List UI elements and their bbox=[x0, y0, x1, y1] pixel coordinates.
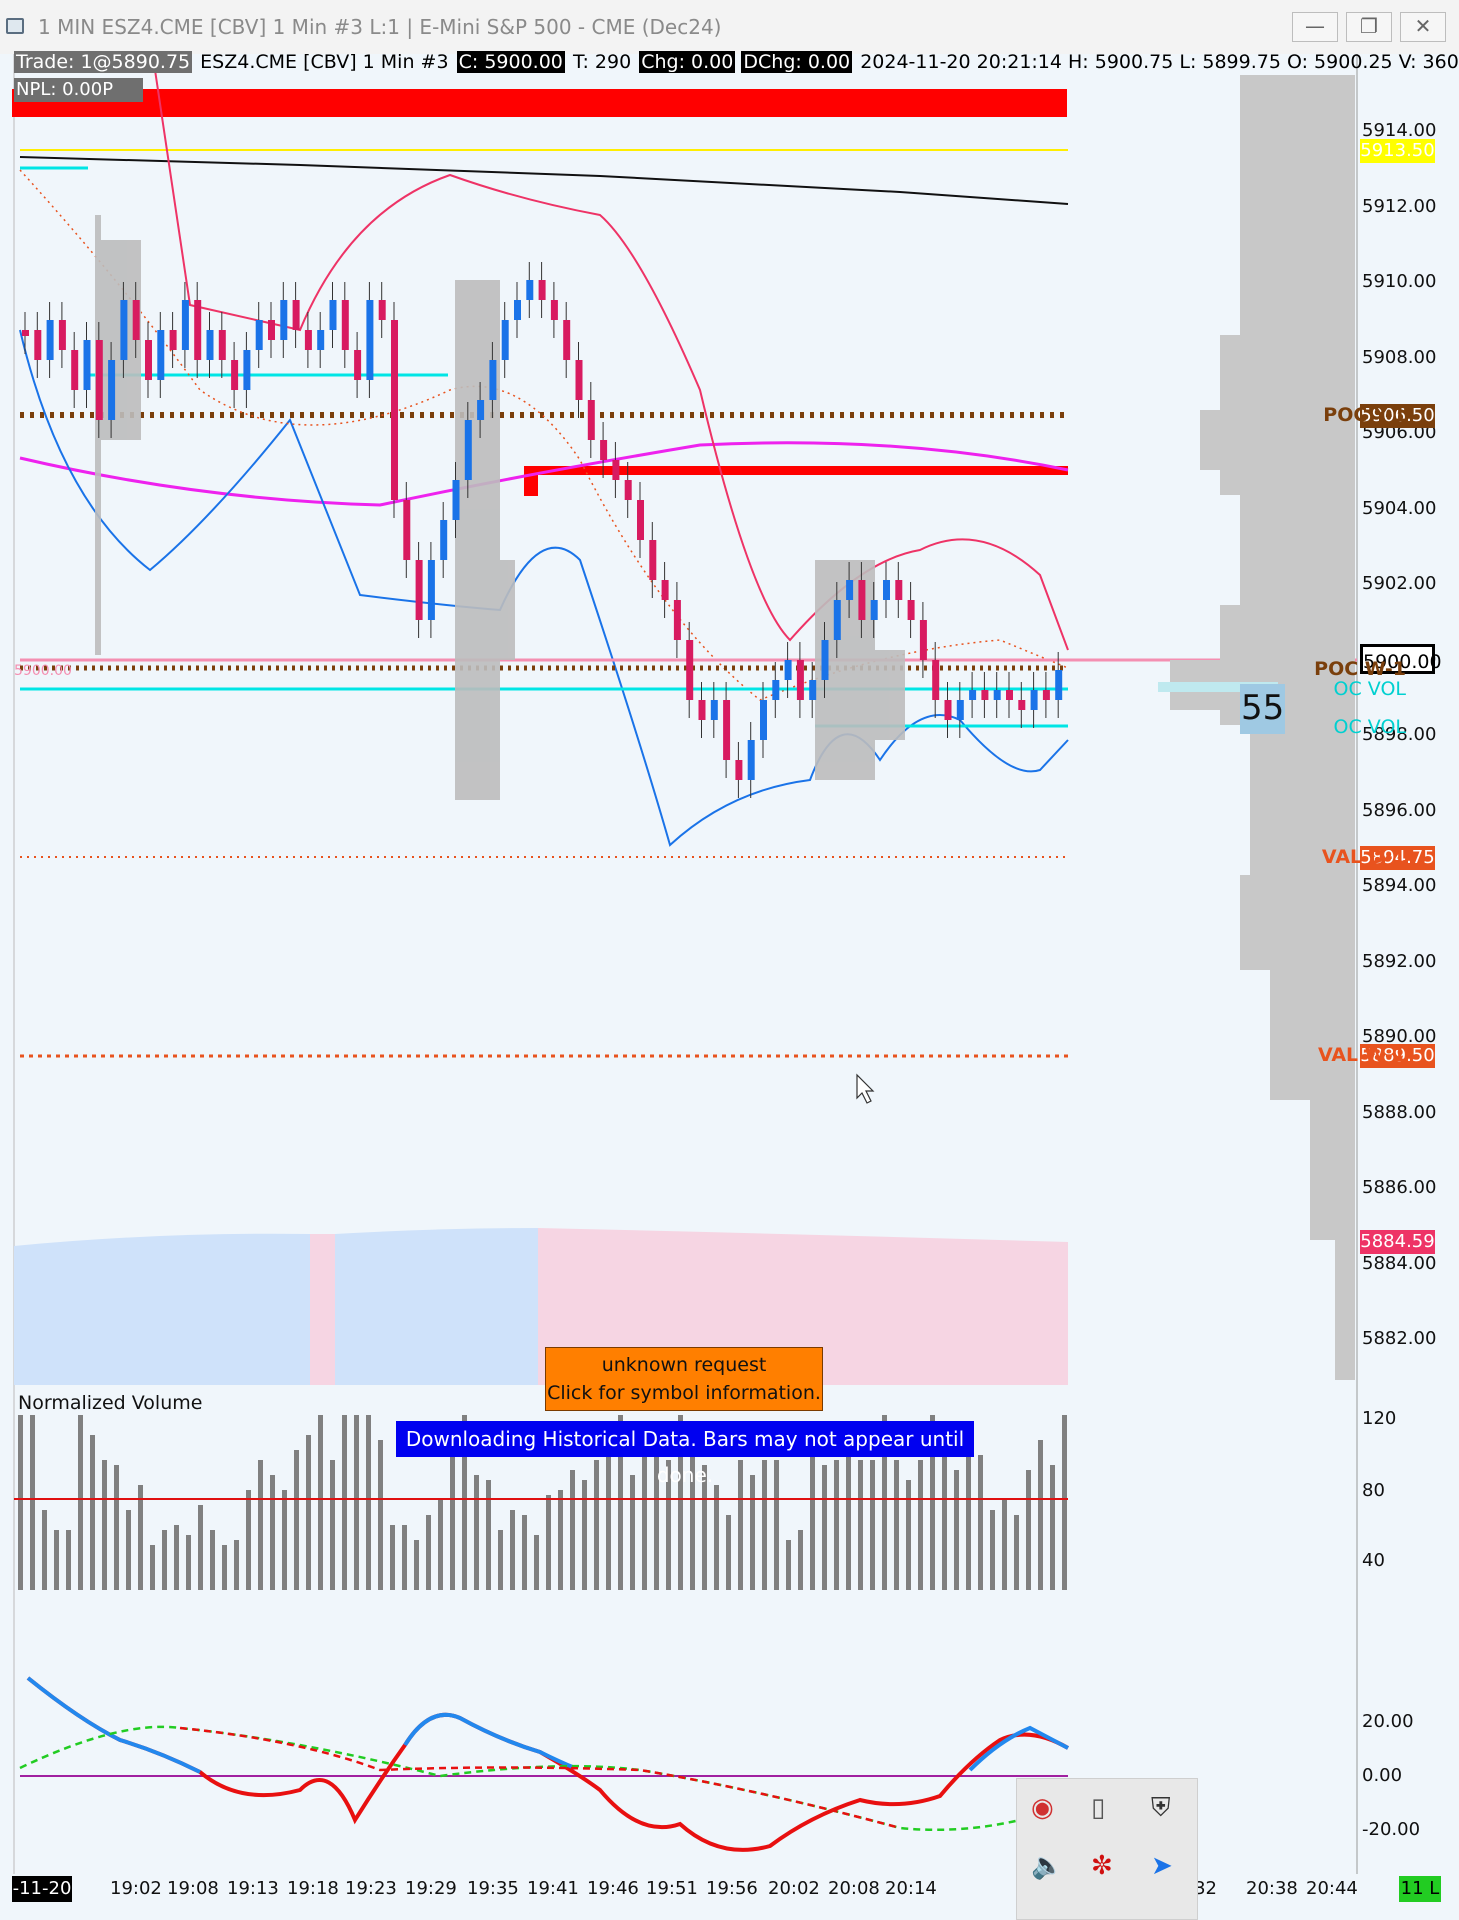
price-tag-val-d1: 5894.75 bbox=[1360, 846, 1435, 870]
time-label: 19:02 bbox=[110, 1878, 162, 1899]
chrome-icon[interactable]: ◉ bbox=[1031, 1793, 1054, 1823]
time-label: 20:44 bbox=[1306, 1878, 1358, 1899]
close-button[interactable]: ✕ bbox=[1400, 12, 1446, 42]
symbol-readout: ESZ4.CME [CBV] 1 Min #3 bbox=[200, 51, 449, 73]
price-tick: 5886.00 bbox=[1362, 1177, 1437, 1198]
price-tick: 5884.00 bbox=[1362, 1252, 1437, 1274]
price-tick: 5910.00 bbox=[1362, 271, 1437, 292]
download-status-banner: Downloading Historical Data. Bars may no… bbox=[396, 1421, 974, 1487]
time-label: 19:51 bbox=[646, 1878, 698, 1899]
close-readout: C: 5900.00 bbox=[456, 51, 565, 73]
price-tick: 5902.00 bbox=[1362, 573, 1437, 594]
usb-drive-icon[interactable]: ▯ bbox=[1091, 1793, 1106, 1823]
time-label: 20:14 bbox=[885, 1878, 937, 1899]
trade-readout: Trade: 1@5890.75 bbox=[14, 51, 193, 73]
time-label: 19:08 bbox=[167, 1878, 219, 1899]
ohlc-readout: 2024-11-20 20:21:14 H: 5900.75 L: 5899.7… bbox=[860, 51, 1459, 73]
trades-readout: T: 290 bbox=[572, 51, 632, 73]
time-axis[interactable] bbox=[0, 1874, 1459, 1920]
price-tick: 5892.00 bbox=[1362, 950, 1437, 972]
time-label: 20:02 bbox=[768, 1878, 820, 1899]
time-label: 19:29 bbox=[405, 1878, 457, 1899]
oscillator-tick-20: 20.00 bbox=[1362, 1711, 1414, 1732]
alert-line-1: unknown request bbox=[601, 1354, 767, 1376]
date-label: -11-20 bbox=[12, 1876, 72, 1902]
price-tick: 5894.00 bbox=[1362, 875, 1437, 896]
volume-tick-40: 40 bbox=[1362, 1550, 1385, 1571]
oscillator-tick-0: 0.00 bbox=[1362, 1765, 1403, 1786]
window-title-bar[interactable]: 1 MIN ESZ4.CME [CBV] 1 Min #3 L:1 | E-Mi… bbox=[0, 0, 1459, 55]
price-tick: 5904.00 bbox=[1362, 497, 1437, 519]
poc-vol-label-1: OC VOL bbox=[1333, 678, 1406, 700]
left-level-label: 5900.00 bbox=[14, 663, 72, 679]
chart-info-bar: Trade: 1@5890.75 ESZ4.CME [CBV] 1 Min #3… bbox=[14, 50, 1459, 75]
volume-tick-120: 120 bbox=[1362, 1408, 1397, 1429]
price-tick: 5896.00 bbox=[1362, 799, 1437, 821]
system-tray-overflow[interactable]: ◉ ▯ ⛨ 🔈 ✼ ➤ bbox=[1016, 1778, 1198, 1920]
daily-change-readout: DChg: 0.00 bbox=[741, 51, 853, 73]
connection-status-badge[interactable]: 11 L bbox=[1399, 1876, 1441, 1902]
oscillator-tick-minus20: -20.00 bbox=[1362, 1819, 1421, 1840]
change-readout: Chg: 0.00 bbox=[639, 51, 736, 73]
symbol-info-alert[interactable]: unknown request Click for symbol informa… bbox=[545, 1347, 823, 1411]
price-tick: 5898.00 bbox=[1362, 724, 1437, 745]
bing-icon[interactable]: ➤ bbox=[1151, 1851, 1173, 1881]
price-tick: 5908.00 bbox=[1362, 346, 1437, 368]
time-label: 19:56 bbox=[706, 1878, 758, 1899]
price-tag-val-w1: 5889.50 bbox=[1360, 1044, 1435, 1068]
network-app-icon[interactable]: ✼ bbox=[1091, 1851, 1113, 1881]
price-tick: 5882.00 bbox=[1362, 1328, 1437, 1349]
window-title: 1 MIN ESZ4.CME [CBV] 1 Min #3 L:1 | E-Mi… bbox=[38, 15, 722, 39]
speaker-icon[interactable]: 🔈 bbox=[1031, 1851, 1064, 1881]
time-label: 19:46 bbox=[587, 1878, 639, 1899]
security-shield-icon[interactable]: ⛨ bbox=[1151, 1793, 1171, 1823]
price-tag-pink: 5884.59 bbox=[1360, 1230, 1435, 1254]
time-label: 19:41 bbox=[527, 1878, 579, 1899]
counter-readout: 55 bbox=[1241, 688, 1285, 728]
time-label: 20:38 bbox=[1246, 1878, 1298, 1899]
time-label: 19:35 bbox=[467, 1878, 519, 1899]
restore-button[interactable]: ❐ bbox=[1346, 12, 1392, 42]
time-label: 19:18 bbox=[287, 1878, 339, 1899]
price-tick: 5914.00 bbox=[1362, 120, 1437, 141]
price-tick: 5888.00 bbox=[1362, 1101, 1437, 1123]
current-price-tag: 5900.00 bbox=[1360, 644, 1442, 674]
price-tick: 5912.00 bbox=[1362, 195, 1437, 217]
volume-tick-80: 80 bbox=[1362, 1480, 1385, 1501]
time-label: 19:23 bbox=[345, 1878, 397, 1899]
poc-w1-label: POC W-1 bbox=[1314, 658, 1406, 680]
val-d1-label: VAL D-1 bbox=[1321, 846, 1406, 868]
price-tick: 5890.00 bbox=[1362, 1026, 1437, 1047]
alert-line-2: Click for symbol information. bbox=[547, 1382, 821, 1404]
normalized-volume-title: Normalized Volume bbox=[18, 1392, 203, 1414]
val-w1-label: VAL W-1 bbox=[1317, 1044, 1406, 1066]
poc-vol-label-2: OC VOL bbox=[1333, 716, 1406, 738]
poc-y1-label: POC Y-1 bbox=[1323, 404, 1406, 426]
time-label: 19:13 bbox=[227, 1878, 279, 1899]
minimize-button[interactable]: — bbox=[1292, 12, 1338, 42]
price-chart[interactable] bbox=[0, 54, 1459, 1920]
price-tag-yellow: 5913.50 bbox=[1360, 139, 1435, 163]
price-tag-poc-y1: 5906.50 bbox=[1360, 404, 1435, 428]
time-label: 20:08 bbox=[828, 1878, 880, 1899]
npl-readout: NPL: 0.00P bbox=[14, 78, 144, 102]
chart-window-icon bbox=[6, 18, 24, 34]
